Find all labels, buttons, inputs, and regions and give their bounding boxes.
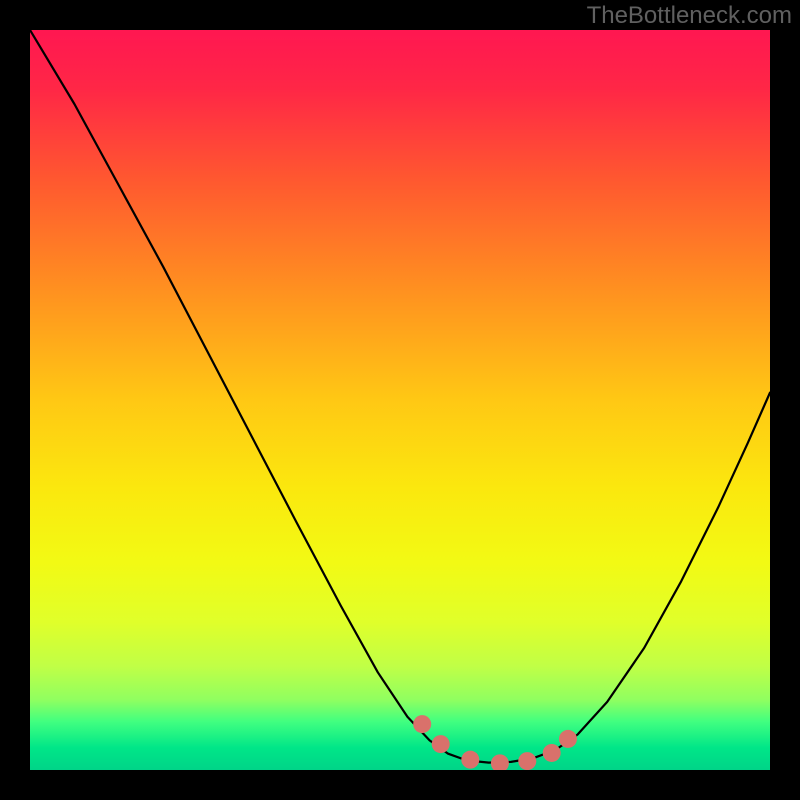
watermark-text: TheBottleneck.com	[587, 2, 792, 30]
bottom-dot	[432, 735, 450, 753]
bottom-dot	[559, 730, 577, 748]
bottom-dot	[461, 751, 479, 769]
chart-frame: TheBottleneck.com	[0, 0, 800, 800]
plot-svg	[30, 30, 770, 770]
plot-area	[30, 30, 770, 770]
bottom-dot	[518, 752, 536, 770]
bottom-dot	[543, 744, 561, 762]
border-right	[770, 0, 800, 800]
bottom-dot	[413, 715, 431, 733]
border-left	[0, 0, 30, 800]
gradient-background	[30, 30, 770, 770]
border-bottom	[0, 770, 800, 800]
